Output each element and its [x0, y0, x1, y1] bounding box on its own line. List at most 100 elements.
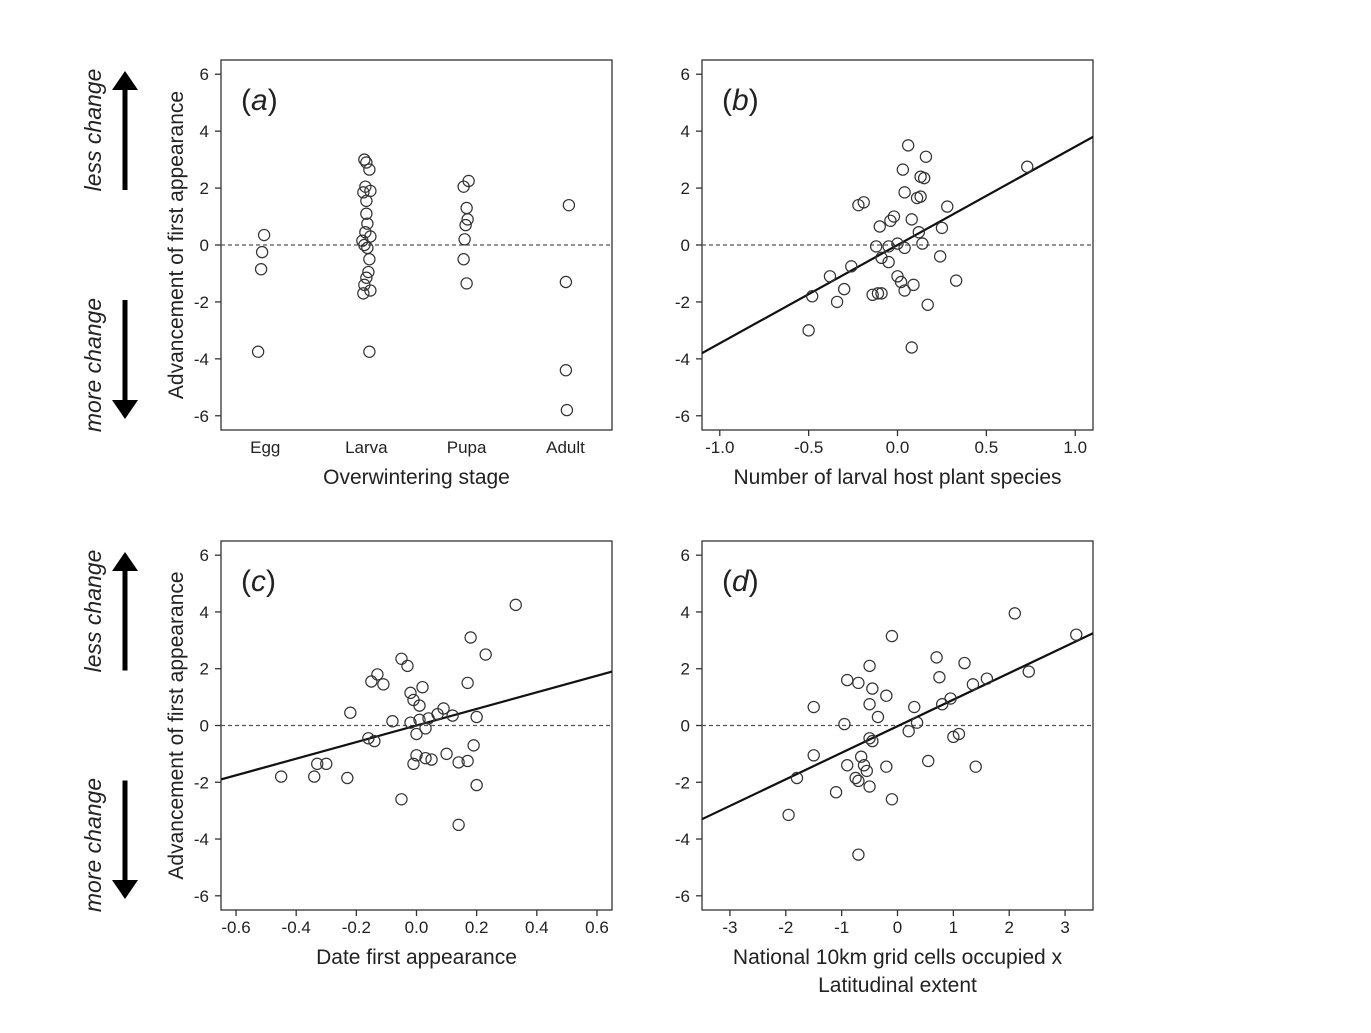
data-point	[829, 786, 843, 799]
x-tick-label: -0.2	[342, 918, 371, 937]
data-point	[368, 734, 381, 748]
data-point	[470, 778, 483, 792]
data-point	[357, 186, 370, 199]
data-point	[905, 341, 918, 354]
data-point	[419, 751, 432, 765]
panel-d: -6 -4 -2 0 2 4 6 -3 -2 -1 0 1 2 3 (d) National 10km gri…	[675, 540, 1094, 997]
y-tick-label: -6	[675, 407, 690, 426]
data-point	[274, 770, 288, 783]
data-point	[371, 668, 384, 681]
data-point	[980, 672, 994, 685]
data-point	[782, 808, 795, 822]
data-point	[894, 275, 908, 289]
x-tick-label: 1	[949, 918, 958, 937]
x-axis-label-line2: Latitudinal extent	[818, 974, 977, 997]
data-point	[358, 238, 371, 252]
data-point	[364, 284, 377, 297]
panel-b: -6 -4 -2 0 2 4 6 -1.0 -0.5 0.0 0.5 1.0 (b) Number of …	[675, 59, 1094, 489]
y-tick-label: 2	[681, 179, 690, 198]
data-point	[852, 848, 865, 861]
y-tick-label: 0	[681, 717, 690, 736]
x-tick-label: 0.0	[886, 438, 910, 457]
data-point	[845, 260, 858, 273]
data-point	[254, 262, 268, 276]
y-tick-label: -6	[675, 887, 690, 906]
data-point	[362, 265, 375, 279]
data-point	[401, 659, 414, 673]
x-category-label: Adult	[546, 438, 585, 457]
data-point	[869, 240, 883, 253]
data-point	[841, 759, 854, 772]
data-point	[470, 710, 483, 724]
data-point	[377, 678, 390, 691]
data-point	[560, 403, 574, 417]
data-point	[935, 698, 949, 711]
data-point	[365, 675, 378, 688]
data-point	[413, 699, 426, 712]
data-point	[360, 156, 373, 169]
data-point	[255, 245, 269, 259]
panel-a: -6 -4 -2 0 2 4 6 Egg Larva Pupa Adult (a) Overwinter…	[165, 59, 613, 489]
data-point	[802, 324, 815, 337]
data-point	[459, 218, 472, 232]
data-point	[559, 275, 573, 289]
x-tick-label: 0.5	[975, 438, 999, 457]
x-tick-label: 1.0	[1063, 438, 1087, 457]
up-arrow-icon	[112, 71, 138, 90]
y-tick-label: 6	[200, 546, 209, 565]
side-annotation-2: less change more change	[80, 550, 138, 912]
y-tick-label: 4	[200, 122, 209, 141]
data-point	[1022, 665, 1035, 678]
x-tick-label: 3	[1060, 918, 1069, 937]
panel-letter: (b)	[722, 84, 759, 117]
data-point	[966, 678, 980, 691]
data-point	[461, 213, 474, 226]
data-point	[941, 200, 954, 213]
regression-line	[702, 632, 1093, 821]
y-tick-label: 4	[681, 122, 690, 141]
y-tick-label: -2	[194, 773, 209, 792]
data-point	[363, 253, 376, 266]
data-point	[863, 659, 876, 673]
data-point	[875, 251, 888, 265]
x-tick-label: 0.4	[525, 918, 549, 937]
data-point	[460, 201, 473, 215]
data-point	[838, 717, 851, 731]
x-tick-label: -1.0	[705, 438, 734, 457]
data-point	[462, 174, 475, 188]
data-point	[363, 163, 376, 176]
data-point	[823, 270, 837, 283]
data-point	[446, 709, 459, 722]
x-tick-label: 0.0	[405, 918, 429, 937]
y-tick-label: 2	[681, 660, 690, 679]
data-point	[458, 233, 471, 246]
data-point	[952, 727, 966, 741]
data-point	[311, 757, 324, 771]
data-point	[935, 221, 949, 235]
data-point	[360, 207, 373, 220]
data-point	[386, 715, 399, 728]
data-point	[257, 228, 271, 242]
data-point	[320, 757, 333, 771]
data-point	[360, 194, 373, 208]
data-point	[919, 150, 933, 163]
more-change-label: more change	[80, 778, 106, 912]
x-tick-label: 0.2	[465, 918, 489, 937]
data-point	[857, 759, 871, 772]
data-point	[866, 682, 879, 695]
y-tick-label: 2	[200, 179, 209, 198]
data-point	[562, 198, 576, 212]
data-point	[251, 345, 265, 358]
data-point	[902, 724, 915, 738]
data-point	[857, 196, 870, 209]
y-tick-label: -4	[194, 830, 209, 849]
data-point	[898, 284, 911, 297]
data-point	[790, 771, 804, 785]
x-axis-label: Overwintering stage	[323, 466, 510, 489]
y-tick-label: 6	[681, 546, 690, 565]
data-point	[958, 656, 971, 670]
data-point	[464, 631, 477, 644]
data-point	[921, 298, 934, 311]
data-point	[905, 213, 918, 226]
